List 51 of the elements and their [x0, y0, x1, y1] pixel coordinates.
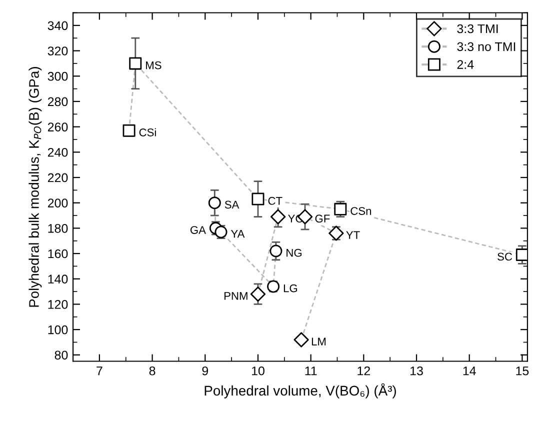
y-tick-label: 320	[48, 46, 68, 56]
y-tick-label: 180	[48, 224, 68, 233]
y-tick-label: 240	[48, 148, 68, 157]
legend-label: 3:3 no TMI	[457, 42, 516, 52]
x-tick-label: 14	[463, 366, 476, 376]
y-axis-title: Polyhedral bulk modulus, K$_{PO}$(B) (GPa)	[28, 67, 42, 307]
y-tick-label: 100	[48, 325, 68, 334]
x-tick-label: 11	[305, 366, 317, 376]
annotation: CSn	[350, 207, 372, 215]
annotation: NG	[286, 248, 302, 257]
x-tick-label: 7	[96, 366, 102, 376]
annotation: SA	[224, 200, 240, 209]
annotation: LG	[284, 284, 298, 292]
y-tick-label: 80	[54, 350, 68, 360]
y-tick-label: 140	[48, 274, 68, 284]
x-tick-label: 10	[252, 366, 264, 376]
y-tick-label: 300	[48, 72, 68, 81]
annotation: YA	[230, 230, 245, 238]
x-tick-label: 8	[149, 366, 156, 376]
point	[294, 332, 309, 348]
x-tick-label: 13	[410, 366, 423, 376]
x-tick-label: 15	[516, 366, 529, 376]
annotation: SC	[498, 252, 512, 261]
point	[122, 124, 136, 137]
legend-label: 2:4	[457, 60, 474, 69]
legend-label: 3:3 TMI	[457, 24, 498, 34]
y-tick-label: 160	[48, 249, 68, 258]
annotation: LM	[312, 338, 326, 346]
point	[270, 244, 282, 258]
y-tick-label: 260	[48, 122, 68, 132]
x-axis-title: Polyhedral volume, V(BO₆) (Å³)	[204, 383, 396, 398]
annotation: GF	[315, 214, 330, 223]
point	[208, 196, 221, 210]
point	[129, 57, 142, 70]
point	[252, 192, 264, 206]
annotation: CT	[268, 196, 282, 205]
x-tick-label: 9	[202, 366, 208, 376]
annotation: YT	[346, 231, 360, 239]
annotation: GA	[190, 226, 206, 234]
y-tick-label: 200	[48, 198, 68, 208]
annotation: CSi	[139, 128, 156, 136]
point	[250, 286, 266, 302]
y-tick-label: 280	[48, 97, 68, 106]
y-tick-label: 120	[48, 300, 68, 309]
annotation: MS	[146, 61, 162, 70]
annotation: PNM	[224, 292, 248, 300]
point	[270, 209, 286, 224]
y-tick-label: 340	[48, 21, 68, 30]
y-tick-label: 220	[48, 173, 68, 182]
x-tick-label: 12	[358, 366, 370, 376]
point	[516, 248, 528, 262]
